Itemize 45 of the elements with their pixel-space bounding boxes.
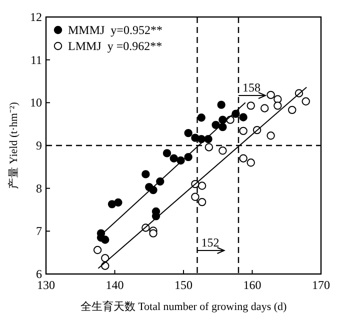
point — [101, 236, 110, 244]
point — [162, 149, 172, 158]
point — [114, 198, 122, 207]
point — [198, 198, 206, 206]
ref-line-label: 158 — [242, 80, 260, 94]
point — [204, 143, 214, 152]
point — [239, 126, 248, 136]
y-tick-label: 6 — [36, 267, 42, 281]
point — [302, 97, 310, 106]
point — [149, 229, 158, 238]
point — [218, 146, 227, 155]
point — [246, 158, 255, 167]
x-tick-label: 150 — [174, 278, 192, 292]
x-axis-title: 全生育天数 Total number of growing days (d) — [80, 300, 288, 313]
point — [260, 104, 269, 112]
point — [198, 182, 206, 190]
y-tick-label: 10 — [30, 96, 42, 110]
y-tick-label: 7 — [36, 224, 42, 238]
ref-line-label: 152 — [201, 236, 220, 250]
x-tick-label: 160 — [243, 278, 262, 292]
y-tick-label: 9 — [36, 138, 42, 152]
point — [266, 90, 275, 100]
y-tick-label: 8 — [36, 181, 42, 196]
legend-label: LMMJ y =0.962** — [68, 39, 162, 53]
legend-label: MMMJ y=0.952** — [68, 23, 162, 37]
point — [239, 154, 248, 162]
point — [266, 132, 275, 140]
y-tick-label: 11 — [30, 52, 42, 67]
point — [217, 100, 226, 109]
y-axis-title: 产量 Yield (t·hm⁻²) — [7, 102, 20, 189]
point — [246, 102, 255, 110]
point — [197, 114, 206, 122]
x-tick-label: 170 — [312, 278, 330, 292]
point — [288, 106, 296, 114]
point — [239, 113, 248, 122]
x-tick-label: 130 — [37, 278, 55, 292]
y-tick-label: 12 — [30, 10, 42, 24]
point — [101, 254, 110, 262]
point — [191, 192, 200, 201]
x-tick-label: 140 — [106, 278, 124, 292]
point — [142, 170, 150, 178]
point — [274, 102, 282, 110]
point — [184, 128, 192, 138]
point — [93, 246, 102, 254]
point — [170, 154, 178, 162]
